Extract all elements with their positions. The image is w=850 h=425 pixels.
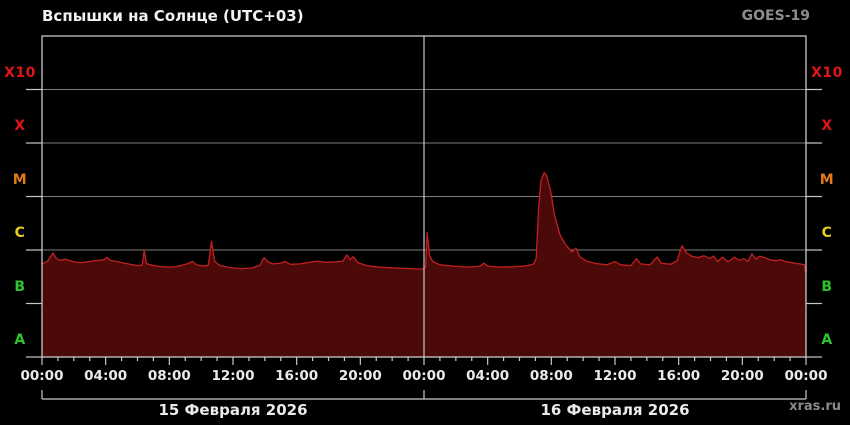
class-label-x10: X10 xyxy=(811,64,843,81)
satellite-name: GOES-19 xyxy=(741,8,810,24)
flux-curve xyxy=(41,171,807,275)
class-label-x: X xyxy=(821,118,833,134)
x-tick-label: 20:00 xyxy=(338,368,382,384)
x-tick-label: 00:00 xyxy=(402,368,446,384)
x-tick-label: 08:00 xyxy=(147,368,191,384)
date-label-day1: 15 Февраля 2026 xyxy=(158,401,308,419)
x-tick-label: 04:00 xyxy=(84,368,128,384)
x-tick-label: 04:00 xyxy=(466,368,510,384)
class-label-a: A xyxy=(821,332,833,348)
x-tick-label: 20:00 xyxy=(720,368,764,384)
watermark: xras.ru xyxy=(789,399,841,414)
class-label-c: C xyxy=(14,225,26,241)
x-tick-label: 12:00 xyxy=(593,368,637,384)
class-label-b: B xyxy=(821,278,833,295)
x-tick-label: 00:00 xyxy=(20,368,64,384)
x-tick-label: 16:00 xyxy=(657,368,701,384)
page-title: Вспышки на Солнце (UTC+03) xyxy=(42,7,304,25)
class-label-m: M xyxy=(12,171,28,188)
class-label-x: X xyxy=(14,118,26,134)
class-label-x10: X10 xyxy=(4,64,36,81)
x-tick-label: 08:00 xyxy=(529,368,573,384)
x-tick-label: 16:00 xyxy=(275,368,319,384)
x-tick-label: 00:00 xyxy=(784,368,828,384)
class-label-c: C xyxy=(821,225,833,241)
class-label-m: M xyxy=(819,171,835,188)
x-tick-label: 12:00 xyxy=(211,368,255,384)
date-label-day2: 16 Февраля 2026 xyxy=(540,401,690,419)
class-label-a: A xyxy=(14,332,26,348)
class-label-b: B xyxy=(14,278,26,295)
flux-area-fill xyxy=(42,172,806,357)
